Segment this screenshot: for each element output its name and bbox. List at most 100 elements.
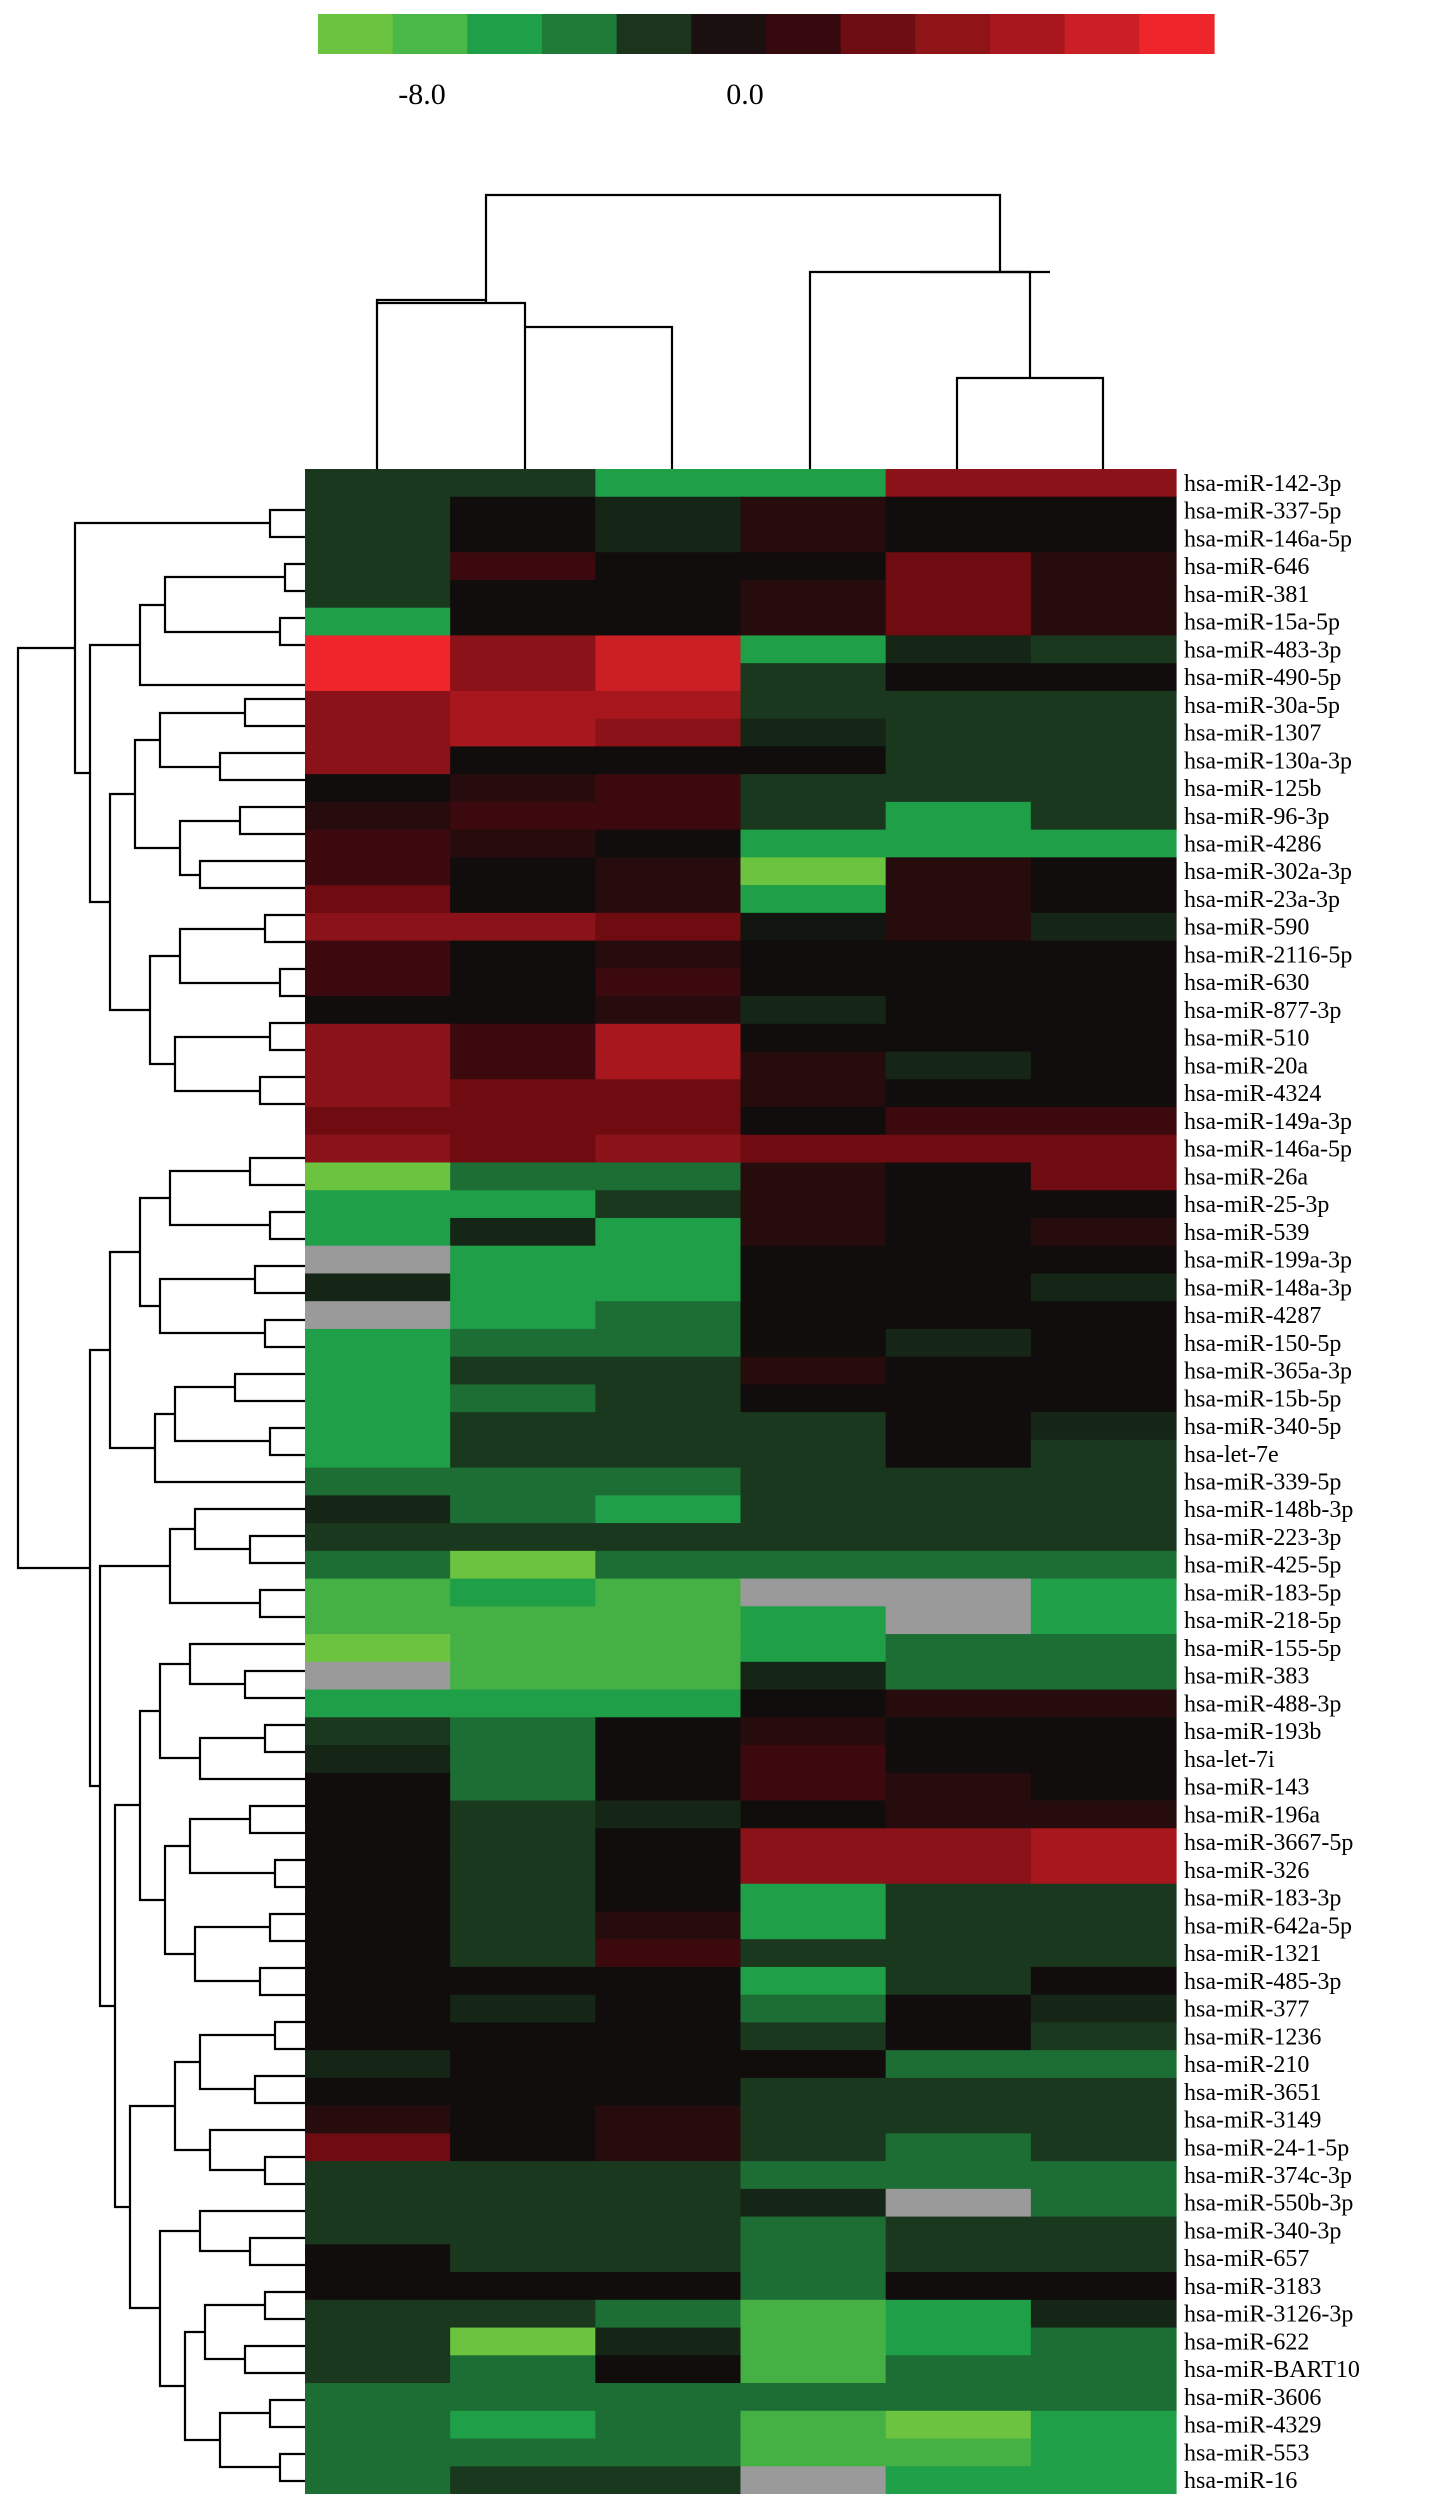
heatmap-cell — [740, 718, 887, 747]
heatmap-cell — [450, 2466, 596, 2494]
heatmap-cell — [740, 1523, 887, 1552]
heatmap-cell — [740, 1023, 887, 1053]
heatmap-cell — [1030, 1384, 1177, 1413]
heatmap-cell — [885, 1745, 1032, 1774]
row-dendrogram-branch — [168, 1527, 260, 1605]
row-label: hsa-miR-485-3p — [1184, 1969, 1341, 1995]
row-dendrogram-branch — [273, 1858, 305, 1889]
heatmap-cell — [885, 1634, 1032, 1663]
heatmap-cell — [1030, 1689, 1177, 1718]
heatmap-cell — [740, 1328, 887, 1358]
row-label: hsa-miR-483-3p — [1184, 637, 1341, 663]
heatmap-cell — [595, 663, 742, 692]
heatmap-cell — [740, 1745, 887, 1774]
heatmap-cell — [595, 774, 742, 803]
row-dendrogram-branch — [108, 1250, 155, 1450]
heatmap-cell — [740, 1273, 887, 1302]
heatmap-cell — [595, 1745, 742, 1774]
color-scale-swatch — [1064, 14, 1140, 54]
heatmap-cell — [450, 801, 596, 831]
heatmap-cell — [595, 1134, 742, 1164]
heatmap-cell — [450, 1356, 596, 1386]
row-dendrogram-branch — [263, 1318, 305, 1349]
heatmap-cell — [885, 2050, 1032, 2079]
heatmap-cell — [450, 496, 596, 526]
heatmap-cell — [1030, 2244, 1177, 2273]
heatmap-cell — [885, 1079, 1032, 1108]
heatmap-cell — [450, 968, 596, 997]
heatmap-cell — [450, 857, 596, 886]
heatmap-cell — [450, 1578, 596, 1607]
heatmap-cell — [740, 552, 887, 581]
heatmap-cell — [305, 1883, 451, 1913]
row-dendrogram-branch — [273, 2020, 305, 2051]
heatmap-cell — [885, 2133, 1032, 2162]
heatmap-cell — [595, 1883, 742, 1913]
row-dendrogram-branch — [268, 1210, 305, 1241]
heatmap-cell — [305, 2438, 451, 2467]
heatmap-cell — [740, 607, 887, 637]
row-label: hsa-miR-155-5p — [1184, 1636, 1341, 1662]
row-label: hsa-miR-199a-3p — [1184, 1248, 1352, 1274]
heatmap-cell — [885, 552, 1032, 581]
heatmap-cell — [595, 524, 742, 553]
heatmap-cell — [450, 1745, 596, 1774]
color-scale-swatch — [915, 14, 991, 54]
heatmap-cell — [450, 1467, 596, 1496]
row-label: hsa-miR-383 — [1184, 1664, 1309, 1690]
heatmap-cell — [1030, 2355, 1177, 2384]
row-label: hsa-miR-302a-3p — [1184, 859, 1352, 885]
heatmap-cell — [595, 1467, 742, 1496]
heatmap-cell — [595, 690, 742, 720]
heatmap-cell — [595, 2466, 742, 2494]
heatmap-cell — [885, 496, 1032, 526]
heatmap-cell — [305, 746, 451, 775]
heatmap-cell — [450, 1689, 596, 1718]
heatmap-cell — [1030, 2383, 1177, 2412]
heatmap-cell — [595, 2244, 742, 2273]
row-label: hsa-miR-3149 — [1184, 2108, 1321, 2134]
heatmap-cell — [740, 690, 887, 720]
heatmap-cell — [1030, 1966, 1177, 1996]
heatmap-cell — [305, 1717, 451, 1746]
heatmap-cell — [1030, 2327, 1177, 2356]
heatmap-cell — [885, 1772, 1032, 1802]
heatmap-cell — [305, 1855, 451, 1885]
heatmap-cell — [1030, 1578, 1177, 1607]
heatmap-cell — [595, 1162, 742, 1191]
row-label: hsa-miR-550b-3p — [1184, 2191, 1353, 2217]
row-dendrogram-branch — [188, 1817, 275, 1875]
row-dendrogram-branch — [168, 1169, 270, 1227]
row-dendrogram-branch — [263, 913, 305, 944]
heatmap-cell — [740, 1384, 887, 1413]
heatmap-cell — [305, 968, 451, 997]
heatmap-cell — [450, 1134, 596, 1164]
heatmap-cell — [595, 1412, 742, 1441]
row-label: hsa-miR-642a-5p — [1184, 1913, 1352, 1939]
heatmap-cell — [305, 469, 451, 498]
row-label: hsa-miR-183-3p — [1184, 1886, 1341, 1912]
row-dendrogram-branch — [138, 1709, 165, 1902]
heatmap-cell — [1030, 1994, 1177, 2024]
row-dendrogram-branch — [258, 1588, 305, 1619]
heatmap-cell — [305, 1134, 451, 1164]
row-dendrogram-branch — [158, 1277, 265, 1335]
row-label: hsa-miR-590 — [1184, 915, 1309, 941]
row-label: hsa-miR-150-5p — [1184, 1331, 1341, 1357]
heatmap-cell — [595, 635, 742, 664]
heatmap-cell — [885, 1578, 1032, 1607]
row-label: hsa-miR-149a-3p — [1184, 1109, 1352, 1135]
heatmap-cell — [885, 2383, 1032, 2412]
row-label: hsa-miR-553 — [1184, 2440, 1309, 2466]
row-label: hsa-miR-1236 — [1184, 2024, 1321, 2050]
heatmap-cell — [1030, 524, 1177, 553]
color-scale-label-zero: 0.0 — [726, 78, 764, 111]
row-label: hsa-miR-4287 — [1184, 1303, 1321, 1329]
heatmap-cell — [595, 1495, 742, 1524]
heatmap-cell — [595, 1051, 742, 1080]
heatmap-cell — [595, 801, 742, 831]
heatmap-cell — [885, 1523, 1032, 1552]
row-dendrogram-branch — [278, 616, 305, 647]
heatmap-cell — [1030, 2161, 1177, 2190]
